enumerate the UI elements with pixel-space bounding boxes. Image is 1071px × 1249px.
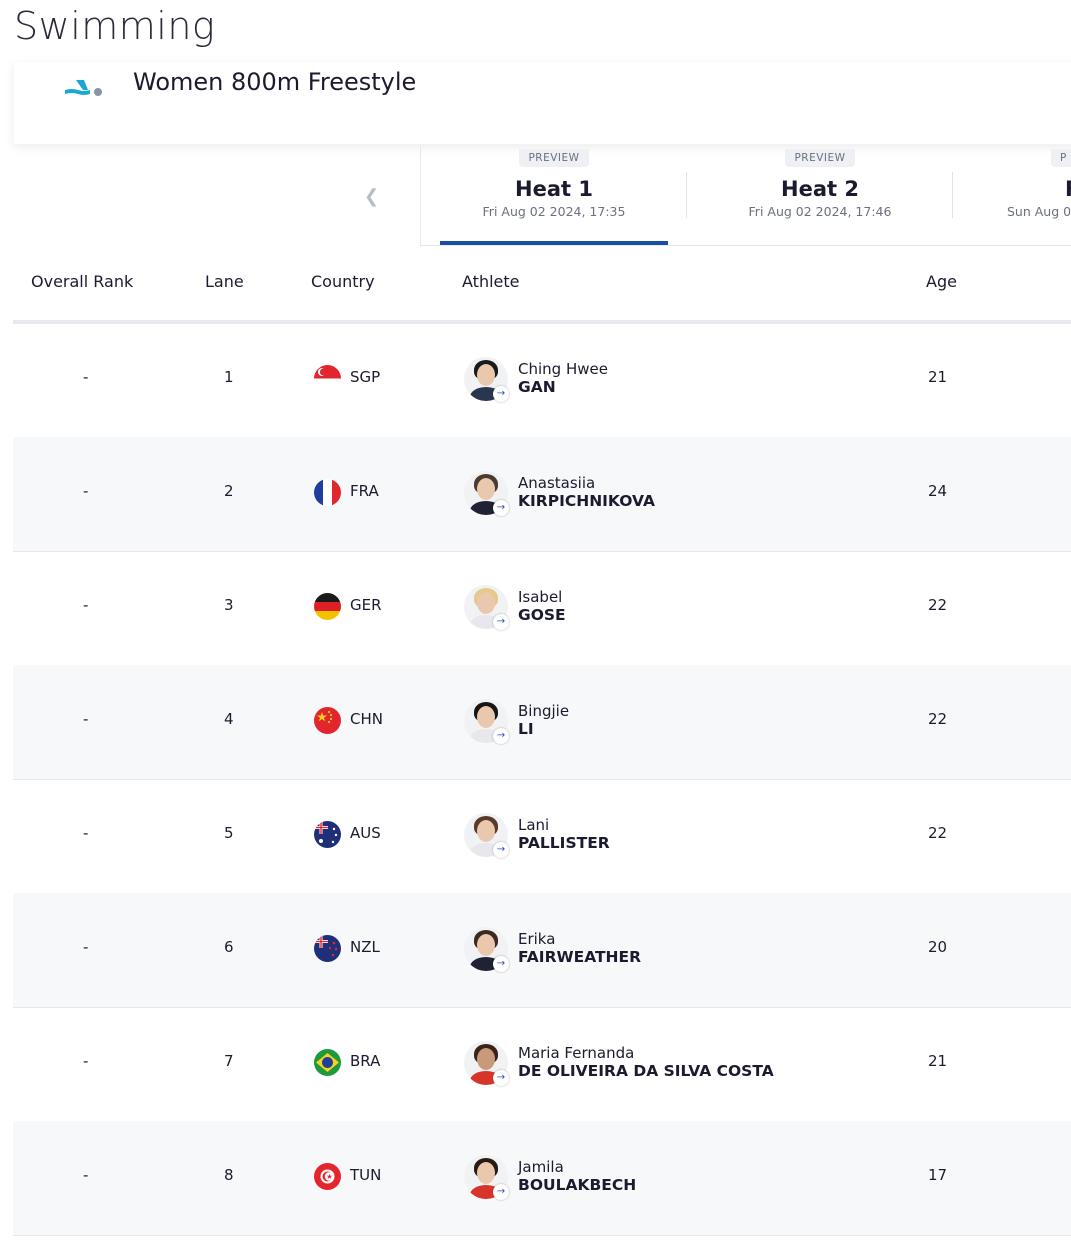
tabs-scroll-area: ❮ — [14, 148, 420, 246]
chevron-left-icon[interactable]: ❮ — [364, 186, 380, 207]
swimming-pictogram-icon — [65, 80, 102, 96]
col-lane: Lane — [205, 272, 244, 291]
preview-badge: PREVIEW — [785, 149, 855, 167]
table-row[interactable]: - 4 CHN → Bingjie LI 22 — [13, 665, 1071, 780]
flag-bra-icon — [314, 1049, 341, 1076]
athlete-first-name[interactable]: Erika — [518, 930, 556, 948]
tab-date: Fri Aug 02 2024, 17:46 — [748, 204, 892, 219]
sport-title: Swimming — [14, 4, 216, 48]
lane: 8 — [224, 1166, 234, 1184]
arrow-right-icon[interactable]: → — [493, 386, 509, 402]
flag-tun-icon — [314, 1163, 341, 1190]
event-card: Women 800m Freestyle — [14, 62, 1071, 144]
age: 22 — [928, 824, 948, 842]
rank: - — [83, 938, 89, 956]
athlete-first-name[interactable]: Bingjie — [518, 702, 570, 720]
arrow-right-icon[interactable]: → — [493, 956, 509, 972]
tab-date: Sun Aug 0 — [1007, 204, 1071, 219]
arrow-right-icon[interactable]: → — [493, 500, 509, 516]
athlete-photo[interactable] — [464, 471, 508, 515]
rank: - — [83, 482, 89, 500]
country-code: AUS — [350, 824, 381, 842]
table-header: Overall Rank Lane Country Athlete Age — [13, 246, 1071, 324]
lane: 1 — [224, 368, 234, 386]
athlete-last-name[interactable]: LI — [518, 720, 534, 738]
lane: 7 — [224, 1052, 234, 1070]
athlete-last-name[interactable]: KIRPICHNIKOVA — [518, 492, 655, 510]
tab-heat-1[interactable]: PREVIEW Heat 1 Fri Aug 02 2024, 17:35 — [421, 146, 687, 245]
athlete-first-name[interactable]: Jamila — [518, 1158, 564, 1176]
col-athlete: Athlete — [462, 272, 520, 291]
arrow-right-icon[interactable]: → — [493, 842, 509, 858]
athlete-last-name[interactable]: BOULAKBECH — [518, 1176, 637, 1194]
athlete-first-name[interactable]: Ching Hwee — [518, 360, 608, 378]
age: 24 — [928, 482, 948, 500]
age: 17 — [928, 1166, 948, 1184]
arrow-right-icon[interactable]: → — [493, 728, 509, 744]
rank: - — [83, 710, 89, 728]
age: 22 — [928, 710, 948, 728]
tab-name: F — [1065, 177, 1071, 201]
preview-badge: P — [1051, 149, 1071, 167]
country-code: SGP — [350, 368, 381, 386]
flag-sgp-icon — [314, 365, 341, 392]
rank: - — [83, 1052, 89, 1070]
country-code: GER — [350, 596, 382, 614]
table-row[interactable]: - 1 SGP → Ching Hwee GAN 21 — [13, 323, 1071, 438]
tab-date: Fri Aug 02 2024, 17:35 — [482, 204, 626, 219]
athlete-last-name[interactable]: GOSE — [518, 606, 566, 624]
tab-heat-2[interactable]: PREVIEW Heat 2 Fri Aug 02 2024, 17:46 — [687, 146, 953, 245]
lane: 6 — [224, 938, 234, 956]
preview-badge: PREVIEW — [519, 149, 589, 167]
athlete-last-name[interactable]: GAN — [518, 378, 556, 396]
flag-ger-icon — [314, 593, 341, 620]
lane: 4 — [224, 710, 234, 728]
athlete-first-name[interactable]: Anastasiia — [518, 474, 596, 492]
lane: 2 — [224, 482, 234, 500]
rank: - — [83, 368, 89, 386]
age: 21 — [928, 1052, 948, 1070]
age: 21 — [928, 368, 948, 386]
tab-name: Heat 2 — [781, 177, 859, 201]
age: 20 — [928, 938, 948, 956]
col-overall-rank: Overall Rank — [31, 272, 134, 291]
tab-name: Heat 1 — [515, 177, 593, 201]
arrow-right-icon[interactable]: → — [493, 1070, 509, 1086]
rank: - — [83, 596, 89, 614]
flag-fra-icon — [314, 479, 341, 506]
country-code: FRA — [350, 482, 379, 500]
tab-final[interactable]: P F Sun Aug 0 — [953, 146, 1071, 245]
event-name: Women 800m Freestyle — [133, 68, 417, 96]
arrow-right-icon[interactable]: → — [493, 1184, 509, 1200]
athlete-first-name[interactable]: Isabel — [518, 588, 563, 606]
country-code: TUN — [350, 1166, 382, 1184]
athlete-first-name[interactable]: Lani — [518, 816, 550, 834]
flag-aus-icon — [314, 821, 341, 848]
table-row[interactable]: - 5 AUS → Lani PALLISTER 22 — [13, 779, 1071, 894]
lane: 3 — [224, 596, 234, 614]
rank: - — [83, 824, 89, 842]
table-row[interactable]: - 6 NZL → Erika FAIRWEATHER 20 — [13, 893, 1071, 1008]
country-code: NZL — [350, 938, 380, 956]
flag-nzl-icon — [314, 935, 341, 962]
lane: 5 — [224, 824, 234, 842]
country-code: BRA — [350, 1052, 381, 1070]
flag-chn-icon — [314, 707, 341, 734]
age: 22 — [928, 596, 948, 614]
athlete-last-name[interactable]: PALLISTER — [518, 834, 610, 852]
table-row[interactable]: - 7 BRA → Maria Fernanda DE OLIVEIRA DA … — [13, 1007, 1071, 1122]
col-country: Country — [311, 272, 375, 291]
arrow-right-icon[interactable]: → — [493, 614, 509, 630]
country-code: CHN — [350, 710, 383, 728]
athlete-last-name[interactable]: FAIRWEATHER — [518, 948, 642, 966]
heat-tabs: PREVIEW Heat 1 Fri Aug 02 2024, 17:35 PR… — [420, 146, 1071, 246]
col-age: Age — [926, 272, 957, 291]
athlete-first-name[interactable]: Maria Fernanda — [518, 1044, 635, 1062]
rank: - — [83, 1166, 89, 1184]
athlete-last-name[interactable]: DE OLIVEIRA DA SILVA COSTA — [518, 1062, 774, 1080]
table-row[interactable]: - 8 TUN → Jamila BOULAKBECH 17 — [13, 1121, 1071, 1236]
table-row[interactable]: - 3 GER → Isabel GOSE 22 — [13, 551, 1071, 666]
table-row[interactable]: - 2 FRA → Anastasiia KIRPICHNIKOVA 24 — [13, 437, 1071, 552]
